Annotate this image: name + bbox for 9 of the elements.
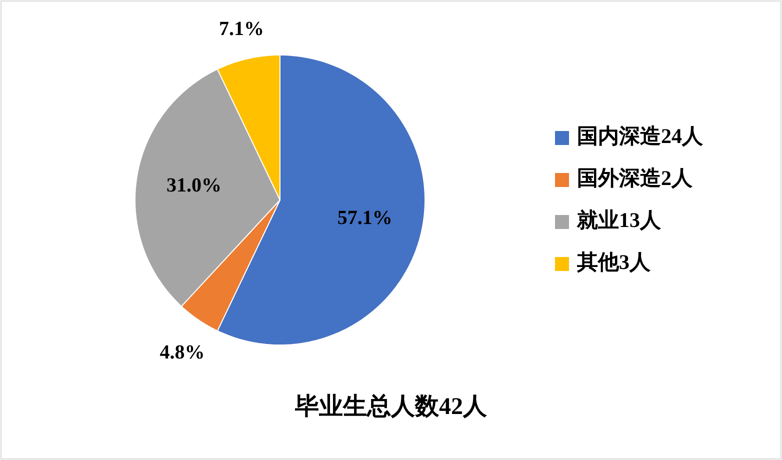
data-label: 7.1% (219, 18, 264, 40)
legend-label: 国外深造2人 (577, 166, 694, 190)
legend-label: 其他3人 (576, 250, 652, 274)
legend-label: 国内深造24人 (577, 124, 704, 148)
data-label: 31.0% (166, 174, 222, 197)
legend-label: 就业13人 (576, 208, 662, 232)
data-label: 4.8% (160, 342, 205, 364)
data-label: 57.1% (337, 206, 392, 229)
text: 毕业生总人数42人 (294, 393, 488, 420)
